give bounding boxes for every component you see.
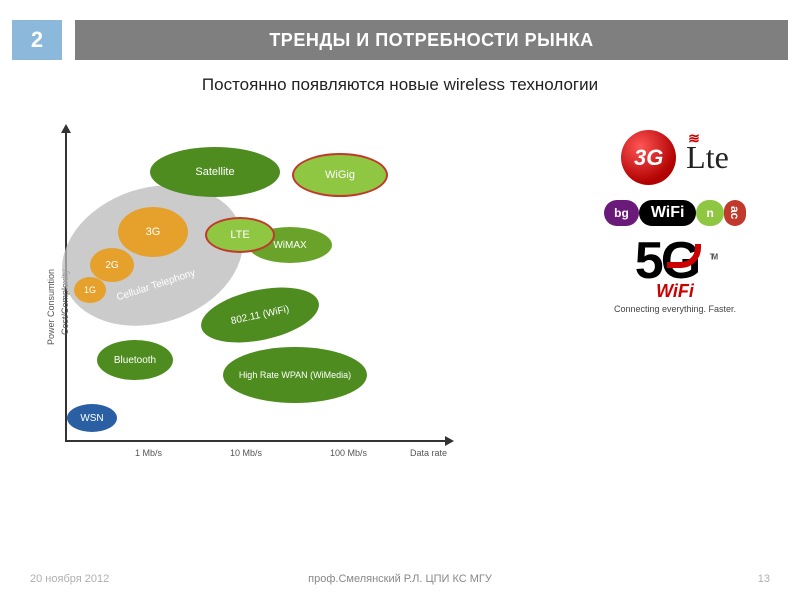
bubble-bluetooth: Bluetooth (97, 340, 173, 380)
bubble-lte: LTE (205, 217, 275, 253)
logo-5g: 5G TM WiFi Connecting everything. Faster… (614, 241, 736, 314)
wifi-bg-pill: bg (604, 200, 639, 226)
footer-author: проф.Смелянский Р.Л. ЦПИ КС МГУ (0, 573, 800, 585)
logo-3g: 3G (621, 130, 676, 185)
bubble-wigig: WiGig (292, 153, 388, 197)
bubble-3g: 3G (118, 207, 188, 257)
x-axis (65, 440, 445, 442)
x-axis-label: Data rate (410, 448, 447, 458)
bubble-2g: 2G (90, 248, 134, 282)
x-tick-2: 100 Mb/s (330, 448, 367, 458)
bubble-high-rate-wpan-wimedia-: High Rate WPAN (WiMedia) (223, 347, 367, 403)
y-axis-arrow (61, 124, 71, 133)
x-axis-arrow (445, 436, 454, 446)
slide-subtitle: Постоянно появляются новые wireless техн… (0, 75, 800, 95)
wifi-core: WiFi (639, 200, 697, 226)
wifi-n-pill: n (696, 200, 723, 226)
bubble-wsn: WSN (67, 404, 117, 432)
page-number-box: 2 (12, 20, 62, 60)
footer-pagenum: 13 (758, 573, 770, 585)
y-axis-label-outer: Power Consumtion (46, 269, 56, 345)
logo-3g-text: 3G (634, 145, 663, 171)
x-tick-1: 10 Mb/s (230, 448, 262, 458)
tm-mark: TM (710, 253, 716, 262)
wifi-ac-pill: ac (724, 200, 746, 225)
logos-panel: 3G ≋ Lte bg WiFi n ac 5G TM WiFi Connect… (575, 130, 775, 329)
logo-row-3: 5G TM WiFi Connecting everything. Faster… (575, 241, 775, 314)
logo-lte: ≋ Lte (686, 139, 729, 176)
logo-row-1: 3G ≋ Lte (575, 130, 775, 185)
bubble-chart: Power Consumtion Cost/Complexity 1 Mb/s … (40, 120, 470, 490)
logo-wifi-bands: bg WiFi n ac (604, 200, 746, 226)
lte-arc-icon: ≋ (688, 131, 700, 148)
x-tick-0: 1 Mb/s (135, 448, 162, 458)
bubble-satellite: Satellite (150, 147, 280, 197)
logo-5g-main: 5G TM (635, 241, 715, 283)
bubble-1g: 1G (74, 277, 106, 303)
logo-5g-tagline: Connecting everything. Faster. (614, 304, 736, 314)
slide-title: ТРЕНДЫ И ПОТРЕБНОСТИ РЫНКА (269, 30, 593, 51)
page-number: 2 (31, 27, 43, 53)
slide-title-bar: ТРЕНДЫ И ПОТРЕБНОСТИ РЫНКА (75, 20, 788, 60)
logo-row-2: bg WiFi n ac (575, 200, 775, 226)
